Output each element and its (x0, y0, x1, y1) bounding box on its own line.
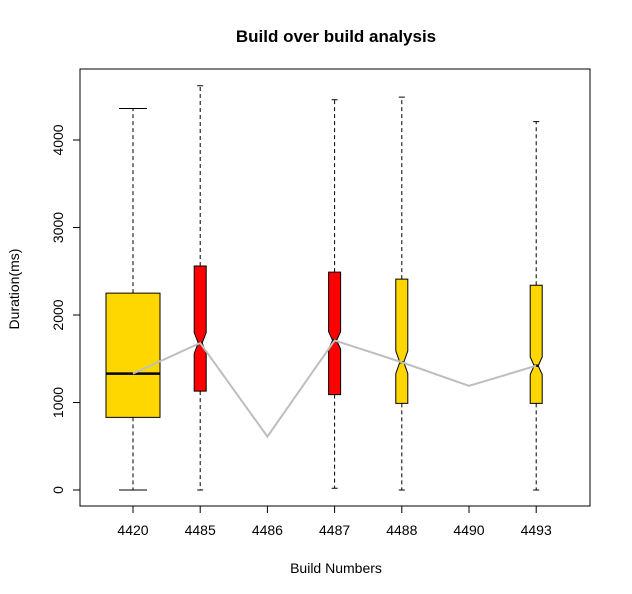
box-body-4485 (193, 265, 207, 392)
box-body-4493 (529, 284, 543, 404)
box-4485 (193, 85, 207, 491)
y-tick-label-0: 0 (50, 486, 66, 494)
box-body-4487 (328, 271, 342, 396)
box-4420 (105, 108, 161, 491)
y-tick-label-3000: 3000 (50, 212, 66, 243)
y-tick-label-1000: 1000 (50, 387, 66, 418)
x-tick-label-4488: 4488 (386, 522, 417, 538)
y-tick-label-4000: 4000 (50, 124, 66, 155)
x-tick-label-4485: 4485 (185, 522, 216, 538)
x-tick-label-4420: 4420 (117, 522, 148, 538)
y-tick-label-2000: 2000 (50, 299, 66, 330)
box-4487 (328, 99, 342, 489)
x-tick-label-4487: 4487 (319, 522, 350, 538)
x-tick-label-4490: 4490 (453, 522, 484, 538)
median-trend-line (132, 339, 537, 439)
box-4488 (395, 96, 409, 491)
box-body-4420 (105, 292, 161, 418)
x-tick-label-4493: 4493 (521, 522, 552, 538)
x-axis: 4420 4485 4486 4487 4488 4490 4493 (117, 506, 552, 538)
y-axis-label: Duration(ms) (6, 249, 22, 330)
plot-area (105, 85, 543, 491)
y-axis: 0 1000 2000 3000 4000 (50, 124, 80, 494)
box-4493 (529, 121, 543, 491)
chart-title: Build over build analysis (236, 27, 436, 46)
box-body-4488 (395, 278, 409, 404)
x-tick-label-4486: 4486 (252, 522, 283, 538)
x-axis-label: Build Numbers (290, 560, 382, 576)
